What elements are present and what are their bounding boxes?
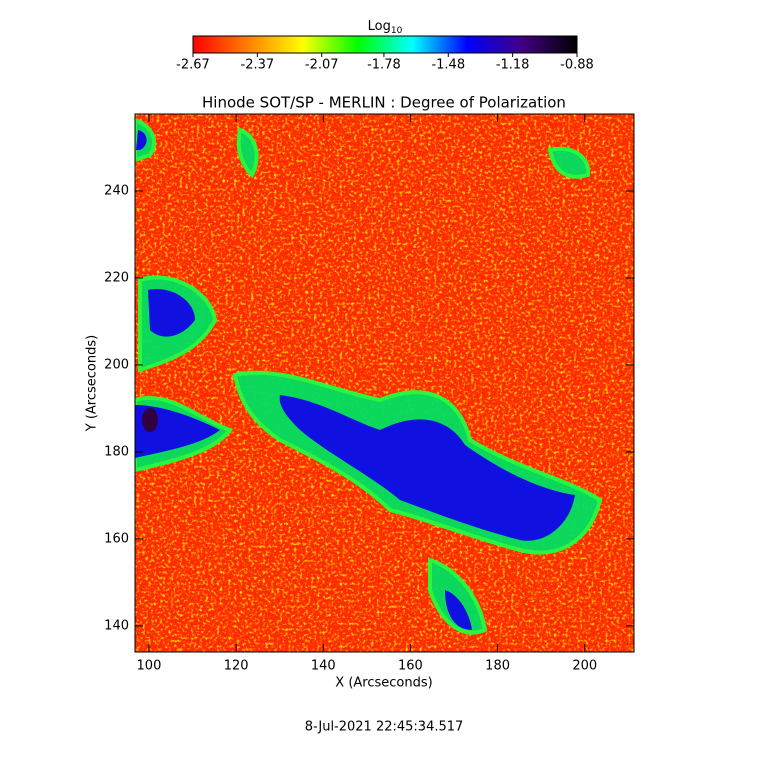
x-tick-label: 200	[572, 659, 597, 674]
colorbar-tick-label: -1.48	[431, 58, 465, 73]
y-tick-label: 240	[104, 183, 129, 198]
x-tick-label: 120	[224, 659, 249, 674]
colorbar-tick-label: -1.18	[496, 58, 530, 73]
colorbar	[192, 35, 578, 54]
x-tick-label: 180	[485, 659, 510, 674]
colorbar-tick-label: -1.78	[367, 58, 401, 73]
y-axis-label: Y (Arcseconds)	[85, 335, 100, 432]
footer-date: 8-Jul-2021 22:45:34.517	[305, 720, 464, 735]
x-axis-label: X (Arcseconds)	[335, 676, 432, 691]
x-tick-label: 100	[137, 659, 162, 674]
y-tick-label: 180	[104, 444, 129, 459]
colorbar-label-text: Log	[368, 19, 391, 34]
image	[135, 114, 634, 652]
colorbar-tick-label: -2.37	[241, 58, 275, 73]
y-tick-label: 200	[104, 357, 129, 372]
y-tick-label: 140	[104, 618, 129, 633]
y-tick-label: 220	[104, 270, 129, 285]
colorbar-tick-label: -0.88	[560, 58, 594, 73]
colorbar-label-sub: 10	[391, 26, 403, 36]
plot-frame	[134, 113, 635, 653]
x-tick-label: 160	[398, 659, 423, 674]
y-tick-label: 160	[104, 531, 129, 546]
colorbar-label: Log10	[368, 19, 403, 36]
colorbar-tick-label: -2.67	[176, 58, 210, 73]
x-tick-label: 140	[311, 659, 336, 674]
colorbar-tick-label: -2.07	[305, 58, 339, 73]
chart-title: Hinode SOT/SP - MERLIN : Degree of Polar…	[202, 94, 566, 112]
